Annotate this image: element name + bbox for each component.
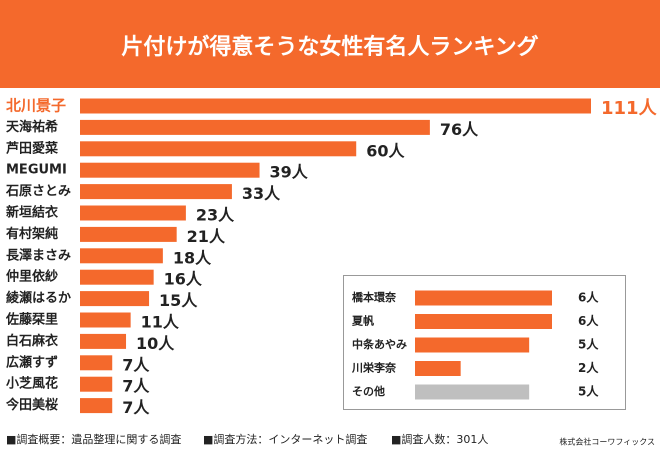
- bar: [80, 98, 591, 114]
- category-label: 長澤まさみ: [6, 247, 71, 263]
- category-label: 夏帆: [352, 314, 374, 328]
- value-label: 2人: [578, 360, 599, 375]
- bar: [80, 226, 177, 242]
- bar: [80, 119, 430, 135]
- value-label: 7人: [122, 398, 150, 417]
- value-label: 7人: [122, 377, 150, 396]
- bar: [415, 361, 461, 376]
- category-label: 天海祐希: [6, 119, 58, 135]
- category-label: MEGUMI: [6, 163, 67, 178]
- value-label: 18人: [173, 248, 212, 267]
- bar: [80, 398, 113, 414]
- chart-title: 片付けが得意そうな女性有名人ランキング: [121, 34, 538, 60]
- value-label: 6人: [578, 290, 599, 305]
- value-label: 33人: [242, 184, 281, 203]
- bar: [80, 269, 154, 285]
- category-label: その他: [352, 384, 385, 398]
- value-label: 16人: [164, 270, 203, 289]
- category-label: 川栄李奈: [351, 361, 397, 375]
- value-label: 7人: [122, 355, 150, 374]
- category-label: 北川景子: [6, 97, 66, 115]
- value-label: 5人: [578, 384, 599, 399]
- bar: [80, 291, 150, 307]
- bar: [80, 333, 127, 349]
- bar: [415, 337, 530, 353]
- category-label: 新垣結衣: [6, 205, 58, 221]
- bar: [80, 141, 357, 157]
- value-label: 23人: [196, 206, 235, 225]
- footer-note: ■調査人数：301人: [391, 432, 488, 446]
- category-label: 中条あやみ: [352, 337, 407, 351]
- bar: [415, 290, 552, 306]
- bar: [80, 248, 163, 264]
- category-label: 有村架純: [6, 226, 58, 242]
- category-label: 今田美桜: [5, 397, 58, 413]
- value-label: 15人: [159, 291, 198, 310]
- value-label: 5人: [578, 337, 599, 352]
- value-label: 6人: [578, 313, 599, 328]
- footer-note: ■調査方法：インターネット調査: [203, 432, 367, 446]
- bar: [80, 376, 113, 392]
- value-label: 76人: [440, 120, 479, 139]
- value-label: 111人: [601, 98, 658, 119]
- category-label: 広瀬すず: [6, 354, 58, 370]
- category-label: 仲里依紗: [6, 269, 58, 285]
- category-label: 芦田愛菜: [6, 140, 58, 156]
- bar: [80, 162, 260, 178]
- category-label: 石原さとみ: [5, 184, 71, 199]
- value-label: 60人: [366, 141, 405, 160]
- category-label: 綾瀬はるか: [6, 290, 71, 306]
- bar: [80, 184, 232, 200]
- bar: [80, 312, 131, 328]
- category-label: 小芝風花: [6, 376, 58, 392]
- category-label: 白石麻衣: [6, 333, 58, 349]
- category-label: 橋本環奈: [352, 290, 397, 304]
- value-label: 10人: [136, 334, 175, 353]
- bar: [80, 205, 186, 221]
- value-label: 39人: [270, 163, 309, 182]
- bar: [80, 355, 113, 371]
- footer-note: ■調査概要：遺品整理に関する調査: [6, 432, 181, 446]
- category-label: 佐藤栞里: [5, 312, 58, 328]
- value-label: 21人: [187, 227, 226, 246]
- footer-credit: 株式会社コーワフィックス: [559, 437, 655, 447]
- value-label: 11人: [141, 313, 180, 332]
- bar: [415, 314, 552, 329]
- header-band: [0, 0, 660, 88]
- bar: [415, 384, 530, 400]
